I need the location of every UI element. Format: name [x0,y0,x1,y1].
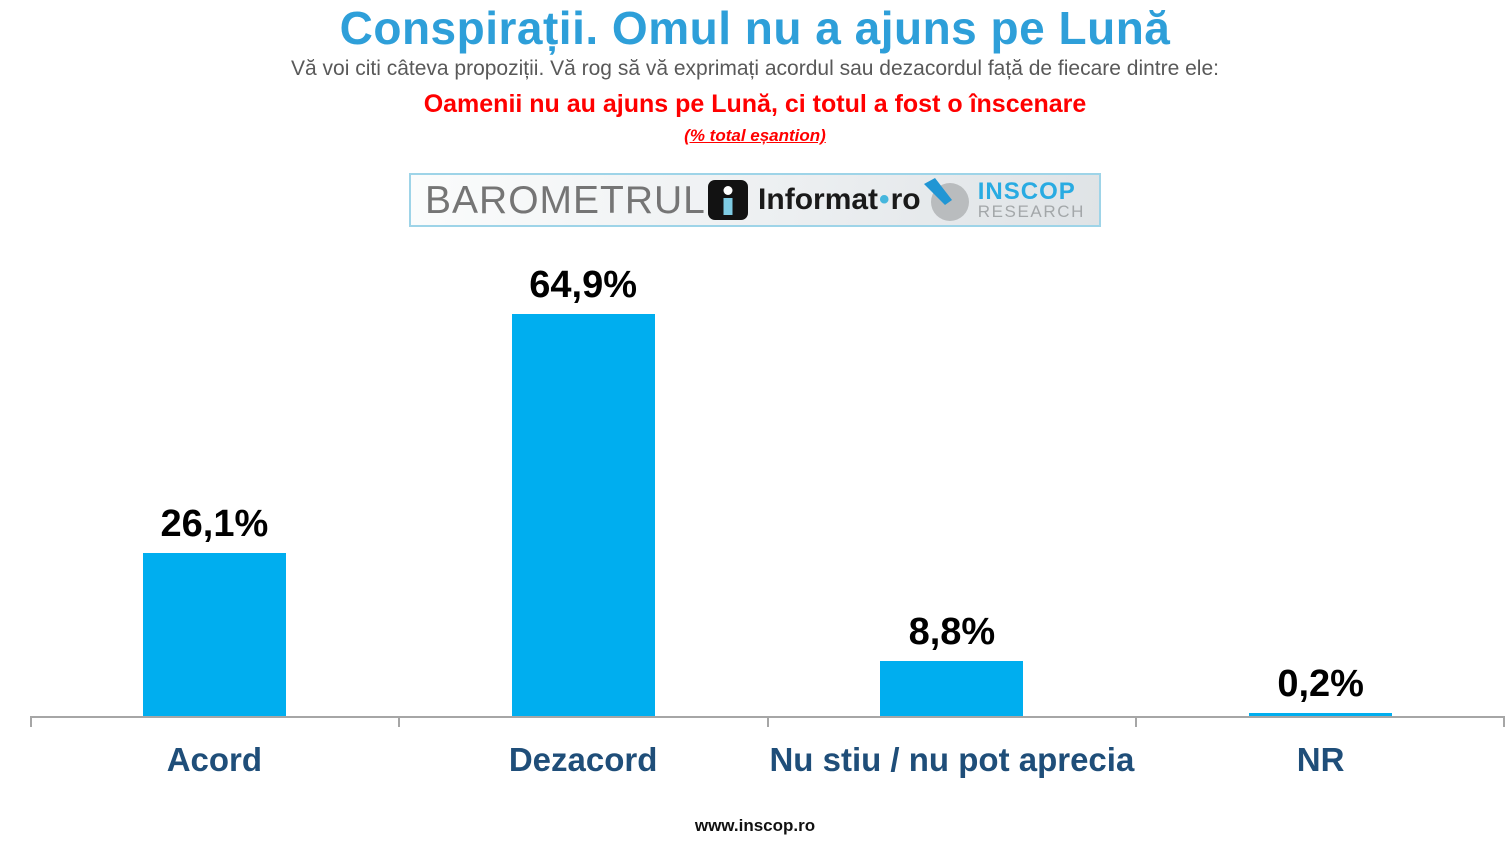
survey-question-intro: Vă voi citi câteva propoziții. Vă rog să… [291,56,1219,80]
axis-tick [1135,718,1138,728]
category-axis: Acord Dezacord Nu stiu / nu pot aprecia … [30,740,1505,780]
bar-slot-nr: 0,2% [1136,266,1505,717]
axis-tick [30,718,32,728]
informat-logo-text: Informat•ro [758,183,921,217]
plot-area: 26,1% 64,9% 8,8% 0,2% [30,264,1505,728]
value-label-acord: 26,1% [160,503,269,546]
x-axis-line [30,716,1505,719]
informat-ro-logo: Informat•ro [708,180,921,221]
inscop-dial-icon [923,178,969,222]
inscop-logo-text: INSCOP RESEARCH [977,178,1085,221]
value-label-nr: 0,2% [1277,663,1364,706]
bar-slot-acord: 26,1% [30,266,399,717]
bar-chart: 26,1% 64,9% 8,8% 0,2% Acord [30,266,1505,780]
barometrul-logo-text: BAROMETRUL [425,178,706,222]
category-label-nr: NR [1296,741,1345,779]
category-label-dezacord: Dezacord [508,741,658,779]
informat-dot-separator: • [879,183,890,217]
bar-nr [1249,713,1393,717]
axis-tick [766,718,769,728]
informat-i-icon [708,180,749,221]
bar-slot-dezacord: 64,9% [399,264,768,717]
source-url: www.inscop.ro [694,816,816,836]
value-label-dezacord: 64,9% [529,264,637,307]
page-title: Conspirații. Omul nu a ajuns pe Lună [339,2,1171,54]
inscop-research-logo: INSCOP RESEARCH [923,177,1085,223]
value-label-nu-stiu: 8,8% [908,611,996,654]
bar-slot-nu-stiu: 8,8% [768,266,1137,717]
survey-statement: Oamenii nu au ajuns pe Lună, ci totul a … [423,90,1087,119]
bar-acord [142,553,286,717]
category-label-acord: Acord [166,741,263,779]
axis-tick [1503,718,1505,728]
category-label-nu-stiu: Nu stiu / nu pot aprecia [769,741,1135,779]
bar-nu-stiu [880,661,1024,717]
sample-note: (% total eșantion) [684,126,826,146]
axis-tick [397,718,400,728]
bar-dezacord [511,314,655,717]
logo-banner: BAROMETRUL Informat•ro INSCOP RESEARCH [409,173,1101,228]
